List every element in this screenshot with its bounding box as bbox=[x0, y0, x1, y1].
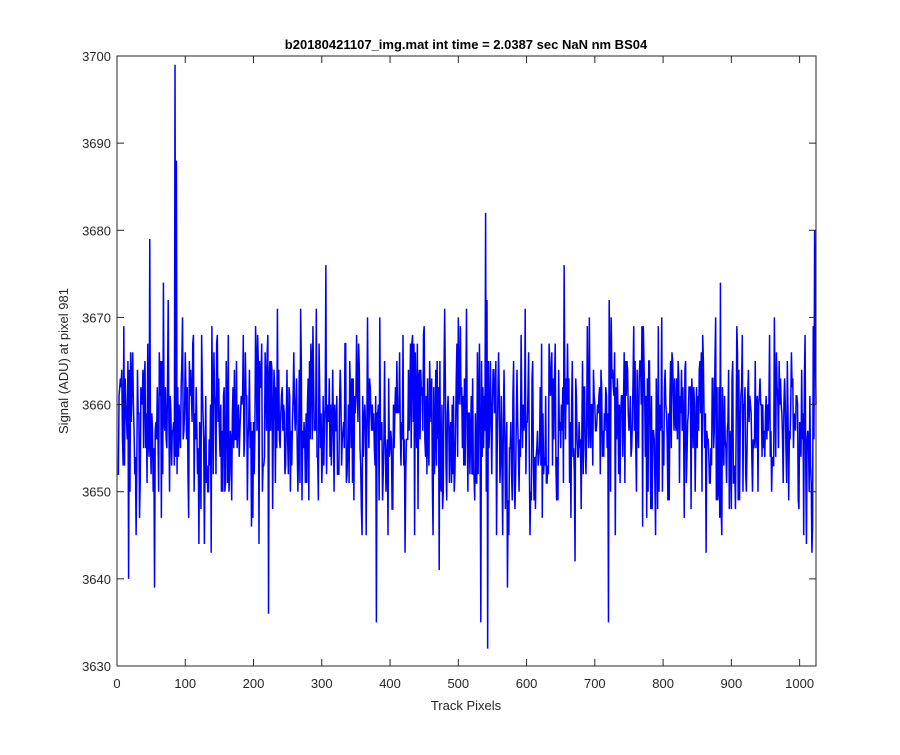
axes-box bbox=[116, 55, 817, 667]
x-axis: 0 100 200 300 400 500 600 700 800 900 1000 bbox=[113, 56, 814, 691]
y-tick-label: 3650 bbox=[82, 485, 111, 500]
y-tick-label: 3640 bbox=[82, 572, 111, 587]
x-tick-label: 400 bbox=[379, 676, 401, 691]
y-tick-label: 3670 bbox=[82, 310, 111, 325]
x-tick-label: 0 bbox=[113, 676, 120, 691]
x-tick-label: 700 bbox=[584, 676, 606, 691]
x-tick-label: 300 bbox=[311, 676, 333, 691]
x-tick-label: 100 bbox=[174, 676, 196, 691]
x-tick-label: 500 bbox=[447, 676, 469, 691]
x-tick-label: 1000 bbox=[785, 676, 814, 691]
y-tick-label: 3700 bbox=[82, 49, 111, 64]
y-tick-label: 3660 bbox=[82, 398, 111, 413]
x-tick-label: 600 bbox=[516, 676, 538, 691]
y-axis-label: Signal (ADU) at pixel 981 bbox=[56, 288, 71, 434]
y-tick-label: 3630 bbox=[82, 659, 111, 674]
x-tick-label: 900 bbox=[721, 676, 743, 691]
x-tick-label: 200 bbox=[243, 676, 265, 691]
x-axis-label: Track Pixels bbox=[431, 698, 502, 713]
x-tick-label: 800 bbox=[652, 676, 674, 691]
y-axis: 3630 3640 3650 3660 3670 3680 3690 3700 bbox=[82, 49, 816, 674]
y-tick-label: 3690 bbox=[82, 136, 111, 151]
y-tick-label: 3680 bbox=[82, 223, 111, 238]
series-layer bbox=[117, 64, 817, 649]
series-line bbox=[117, 64, 817, 649]
chart-title: b20180421107_img.mat int time = 2.0387 s… bbox=[285, 37, 648, 52]
